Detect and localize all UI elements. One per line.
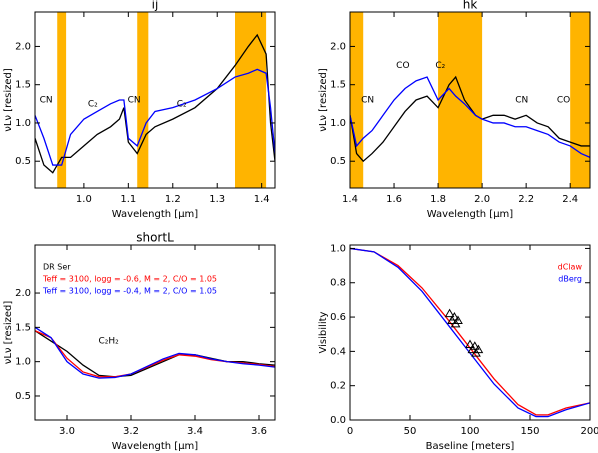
annotation: C₂ <box>435 61 445 71</box>
x-axis-label: Wavelength [μm] <box>112 209 199 220</box>
x-tick-label: 1.0 <box>76 194 92 205</box>
x-tick-label: 3.6 <box>251 426 267 437</box>
plot-frame <box>34 244 276 421</box>
data-point <box>473 344 484 354</box>
x-tick-label: 100 <box>460 426 479 437</box>
x-tick-label: 2.2 <box>518 194 534 205</box>
data-point <box>444 308 455 318</box>
annotation: CN <box>40 96 53 106</box>
x-tick-label: 3.0 <box>59 426 75 437</box>
x-tick-label: 200 <box>580 426 598 437</box>
data-point <box>449 312 460 321</box>
plot-area <box>350 75 590 163</box>
x-tick-label: 3.2 <box>123 426 139 437</box>
y-tick-label: 0.0 <box>330 415 346 426</box>
data-point <box>469 341 480 350</box>
series-line <box>35 330 275 378</box>
plot-area <box>35 33 275 174</box>
panel-title: hk <box>463 0 478 12</box>
panel: 1.4 1.6 1.8 2.0 2.2 2.4 0.5 1.0 1.5 2.0 hk Waveleng… <box>318 0 591 220</box>
series-line <box>35 330 275 378</box>
panel: 3.0 3.2 3.4 3.6 0.5 1.0 1.5 2.0 shortL Wavelength… <box>3 231 276 452</box>
y-tick-label: 0.6 <box>330 312 346 323</box>
x-tick-label: 2.4 <box>562 194 578 205</box>
series-line <box>350 247 590 416</box>
shaded-band <box>57 12 67 188</box>
annotation: CN <box>128 96 141 106</box>
annotation: CO <box>396 61 409 71</box>
x-tick-label: 1.8 <box>430 194 446 205</box>
y-tick-label: 0.5 <box>330 156 346 167</box>
series-line <box>35 33 275 174</box>
x-tick-label: 1.1 <box>120 194 136 205</box>
legend-entry: dClaw <box>558 263 583 272</box>
y-tick-label: 0.2 <box>330 381 346 392</box>
legend-entry: DR Ser <box>43 263 71 272</box>
y-tick-label: 2.0 <box>15 41 31 52</box>
annotation: CO <box>557 96 570 106</box>
y-tick-label: 1.5 <box>15 80 31 91</box>
y-tick-label: 0.5 <box>15 156 31 167</box>
legend-entry: Teff = 3100, logg = -0.6, M = 2, C/O = 1… <box>42 275 217 284</box>
x-axis-label: Wavelength [μm] <box>112 441 199 452</box>
x-tick-label: 0 <box>347 426 353 437</box>
y-axis-label: νLν [resized] <box>3 68 14 132</box>
x-axis-label: Baseline [meters] <box>426 441 515 452</box>
y-tick-label: 1.0 <box>330 243 346 254</box>
y-tick-label: 1.5 <box>15 322 31 333</box>
series-line <box>35 326 275 379</box>
x-tick-label: 1.3 <box>209 194 225 205</box>
data-point <box>465 339 475 349</box>
panel: 1.0 1.1 1.2 1.3 1.4 0.5 1.0 1.5 2.0 ij Wavelength … <box>3 0 276 220</box>
x-tick-label: 50 <box>404 426 417 437</box>
y-tick-label: 1.5 <box>330 80 346 91</box>
x-tick-label: 2.0 <box>474 194 490 205</box>
panel-title: shortL <box>136 231 174 245</box>
x-tick-label: 150 <box>520 426 539 437</box>
series-line <box>350 75 590 163</box>
y-tick-label: 2.0 <box>330 41 346 52</box>
y-tick-label: 1.0 <box>330 118 346 129</box>
x-tick-label: 1.4 <box>254 194 270 205</box>
y-tick-label: 0.8 <box>330 278 346 289</box>
x-tick-label: 3.4 <box>187 426 203 437</box>
plot-area <box>35 326 275 379</box>
plot-area <box>350 247 590 418</box>
annotation: C₂H₂ <box>98 337 119 347</box>
y-axis-label: νLν [resized] <box>3 301 14 365</box>
shaded-band <box>350 12 364 188</box>
y-tick-label: 0.4 <box>330 346 346 357</box>
data-point <box>453 315 463 324</box>
annotation: C₂ <box>177 99 187 109</box>
x-tick-label: 1.2 <box>165 194 181 205</box>
series-line <box>350 76 590 158</box>
x-tick-label: 1.4 <box>342 194 358 205</box>
annotation: CN <box>361 96 374 106</box>
shaded-band <box>235 12 267 188</box>
plot-frame <box>349 11 591 189</box>
x-tick-label: 1.6 <box>386 194 402 205</box>
panel: 0 50 100 150 200 0.0 0.2 0.4 0.6 0.8 1.0 Baseline [… <box>318 243 598 452</box>
panel-title: ij <box>152 0 159 12</box>
annotation: CN <box>515 96 528 106</box>
plot-frame <box>34 11 276 189</box>
y-tick-label: 0.5 <box>15 391 31 402</box>
annotation: C₂ <box>88 99 98 109</box>
series-line <box>350 247 590 418</box>
series-line <box>35 68 275 166</box>
y-tick-label: 1.0 <box>15 118 31 129</box>
plot-frame <box>349 244 591 421</box>
y-tick-label: 1.0 <box>15 357 31 368</box>
x-axis-label: Wavelength [μm] <box>427 209 514 220</box>
legend-entry: dBerg <box>558 275 582 284</box>
shaded-band <box>137 12 149 188</box>
y-axis-label: Visibility <box>318 311 329 353</box>
y-axis-label: νLν [resized] <box>318 68 329 132</box>
y-tick-label: 2.0 <box>15 288 31 299</box>
legend-entry: Teff = 3100, logg = -0.4, M = 2, C/O = 1… <box>42 287 217 296</box>
